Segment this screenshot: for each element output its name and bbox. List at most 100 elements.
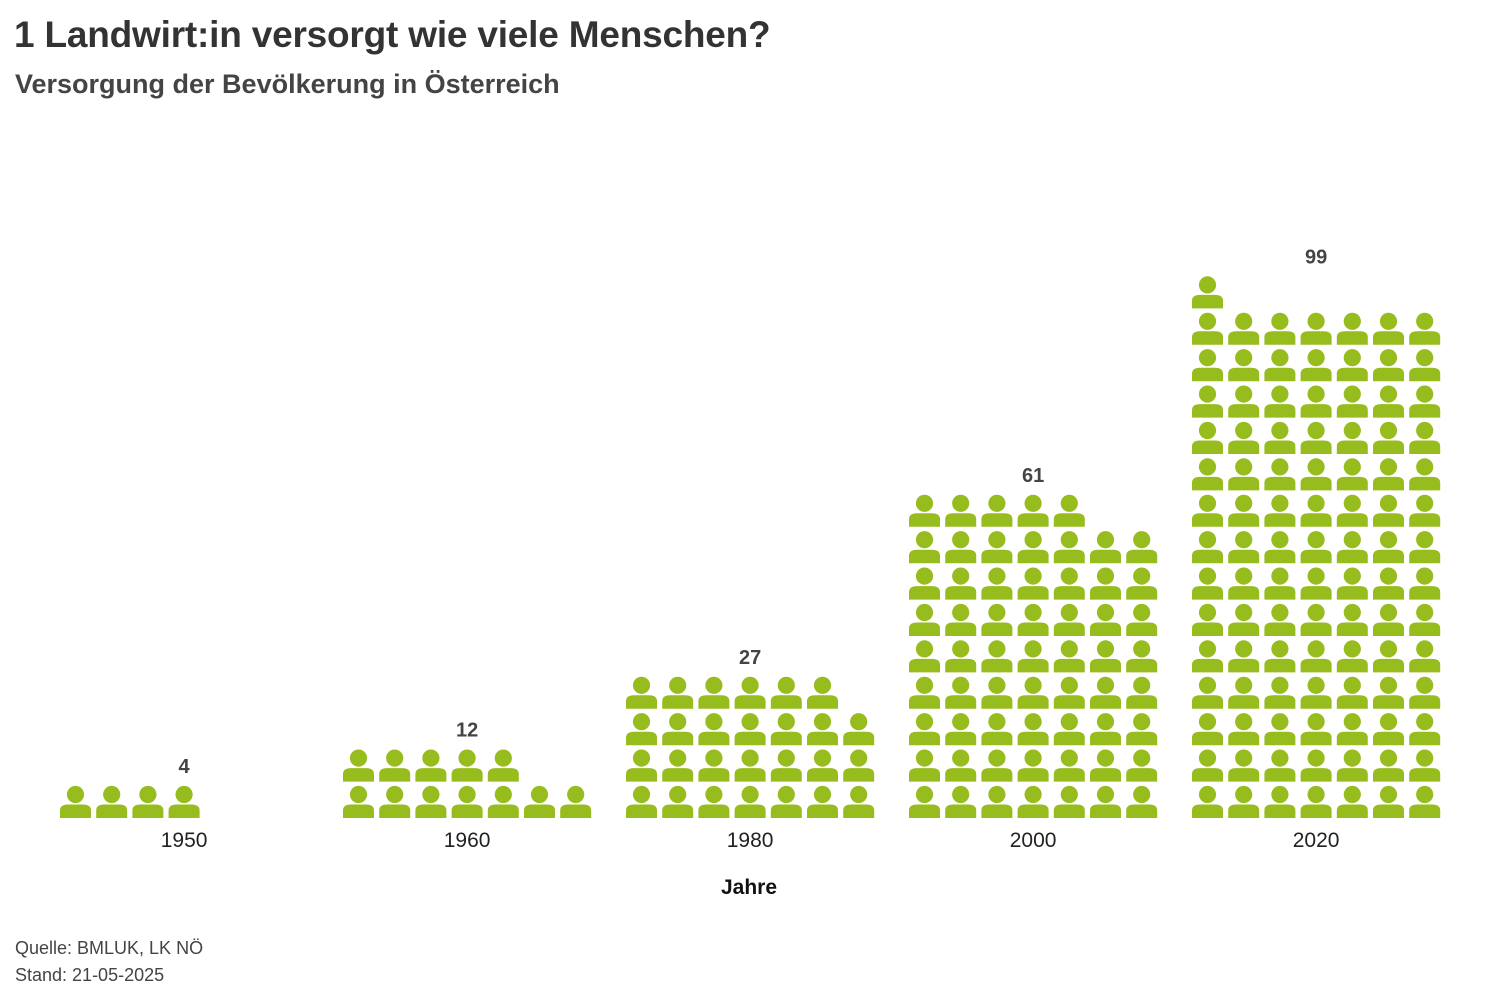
person-icon: [981, 531, 1013, 564]
person-icon: [909, 749, 940, 782]
source-text: Quelle: BMLUK, LK NÖ: [15, 938, 204, 958]
person-icon: [1336, 312, 1368, 345]
person-icon: [1053, 749, 1085, 782]
person-icon: [1300, 349, 1332, 382]
person-icon: [734, 676, 766, 709]
person-icon: [1336, 385, 1368, 418]
person-icon: [1373, 421, 1404, 454]
person-icon: [1336, 531, 1368, 564]
person-icon: [698, 676, 730, 709]
person-icon: [981, 749, 1013, 782]
person-icon: [1017, 785, 1049, 818]
person-icon: [1300, 421, 1332, 454]
person-icon: [1336, 458, 1368, 491]
value-label-2020: 99: [1305, 246, 1327, 268]
person-icon: [981, 676, 1013, 709]
person-icon: [981, 785, 1013, 818]
person-icon: [1228, 640, 1260, 673]
person-icon: [1409, 749, 1441, 782]
person-icon: [1192, 349, 1223, 382]
person-icon: [945, 603, 977, 636]
person-icon: [626, 676, 657, 709]
person-icon: [698, 749, 730, 782]
person-icon: [1264, 421, 1296, 454]
person-icon: [1228, 494, 1260, 527]
person-icon: [1409, 494, 1441, 527]
person-icon: [770, 713, 802, 746]
person-icon: [909, 567, 940, 600]
person-icon: [1264, 749, 1296, 782]
tick-label-1980: 1980: [727, 829, 774, 852]
person-icon: [1228, 676, 1260, 709]
person-icon: [1336, 785, 1368, 818]
person-icon: [909, 531, 940, 564]
person-icon: [1192, 749, 1223, 782]
person-icon: [1228, 749, 1260, 782]
person-icon: [1373, 385, 1404, 418]
person-icon: [1017, 749, 1049, 782]
person-icon: [379, 749, 411, 782]
person-icon: [487, 749, 519, 782]
person-icon: [698, 785, 730, 818]
person-icon: [1373, 640, 1404, 673]
person-icon: [1192, 713, 1223, 746]
person-icon: [1053, 640, 1085, 673]
person-icon: [1409, 531, 1441, 564]
person-icon: [662, 713, 694, 746]
person-icon: [524, 785, 555, 818]
person-icon: [770, 749, 802, 782]
value-label-1980: 27: [739, 647, 761, 669]
person-icon: [415, 785, 447, 818]
person-icon: [1300, 385, 1332, 418]
person-icon: [560, 785, 592, 818]
person-icon: [1228, 603, 1260, 636]
person-icon: [1336, 713, 1368, 746]
person-icon: [132, 785, 164, 818]
person-icon: [843, 749, 875, 782]
person-icon: [1053, 494, 1085, 527]
person-icon: [1300, 603, 1332, 636]
person-icon: [1017, 640, 1049, 673]
person-icon: [1126, 749, 1158, 782]
person-icon: [1409, 713, 1441, 746]
person-icon: [945, 749, 977, 782]
person-icon: [1228, 385, 1260, 418]
person-icon: [1192, 385, 1223, 418]
person-icon: [1300, 749, 1332, 782]
person-icon: [1053, 713, 1085, 746]
person-icon: [1228, 458, 1260, 491]
person-icon: [1300, 640, 1332, 673]
x-axis-label: Jahre: [721, 876, 777, 899]
person-icon: [96, 785, 128, 818]
pictogram-group-2000: 61 2000: [909, 465, 1158, 852]
person-icon: [1017, 676, 1049, 709]
person-icon: [662, 676, 694, 709]
pictogram-group-1950: 4 1950: [60, 756, 207, 852]
person-icon: [1126, 567, 1158, 600]
person-icon: [626, 713, 657, 746]
person-icon: [734, 749, 766, 782]
person-icon: [1192, 494, 1223, 527]
person-icon: [1126, 676, 1158, 709]
person-icon: [1336, 349, 1368, 382]
date-text: Stand: 21-05-2025: [15, 965, 165, 985]
person-icon: [1373, 567, 1404, 600]
value-label-2000: 61: [1022, 465, 1044, 487]
person-icon: [1126, 531, 1158, 564]
person-icon: [1192, 276, 1223, 309]
tick-label-2000: 2000: [1010, 829, 1057, 852]
person-icon: [909, 676, 940, 709]
person-icon: [945, 785, 977, 818]
person-icon: [1126, 640, 1158, 673]
person-icon: [60, 785, 91, 818]
person-icon: [1090, 713, 1121, 746]
person-icon: [1409, 349, 1441, 382]
person-icon: [1264, 385, 1296, 418]
person-icon: [1300, 567, 1332, 600]
person-icon: [379, 785, 411, 818]
person-icon: [1373, 494, 1404, 527]
person-icon: [1409, 421, 1441, 454]
person-icon: [734, 713, 766, 746]
person-icon: [1409, 567, 1441, 600]
